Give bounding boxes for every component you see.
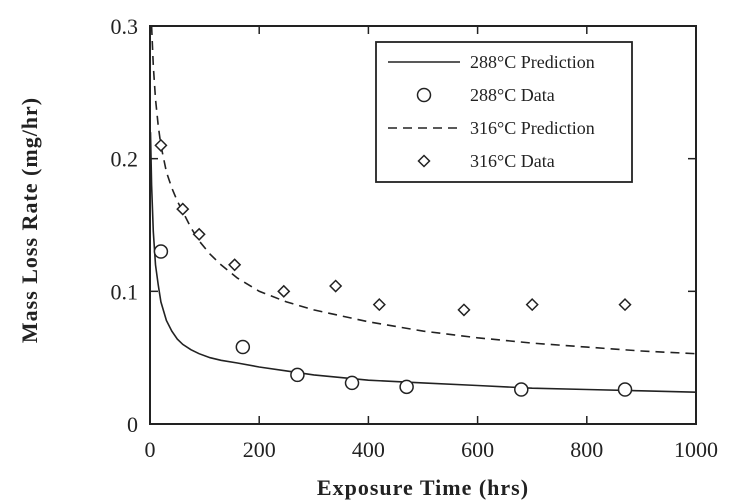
data-point bbox=[192, 227, 206, 241]
x-axis: 0 200 400 600 800 1000 bbox=[145, 26, 718, 462]
data-point bbox=[457, 303, 471, 317]
legend-entry: 288°C Data bbox=[416, 85, 555, 105]
series-2 bbox=[150, 25, 697, 355]
series-line bbox=[149, 132, 697, 393]
data-point bbox=[290, 367, 305, 383]
series-3 bbox=[154, 138, 632, 317]
legend-label: 316°C Prediction bbox=[470, 118, 595, 138]
series-0 bbox=[149, 132, 697, 393]
data-point bbox=[154, 138, 168, 152]
series-1 bbox=[153, 244, 633, 397]
x-tick-label: 1000 bbox=[674, 437, 718, 462]
data-point bbox=[228, 258, 242, 272]
series-layer bbox=[149, 25, 697, 397]
y-axis: 0 0.1 0.2 0.3 bbox=[111, 14, 696, 437]
data-point bbox=[617, 382, 633, 397]
y-tick-label: 0.1 bbox=[111, 279, 139, 304]
x-tick-label: 0 bbox=[145, 437, 156, 462]
legend-marker-swatch bbox=[416, 87, 432, 103]
legend: 288°C Prediction 288°C Data 316°C Predicti… bbox=[375, 41, 633, 183]
legend-entry: 316°C Prediction bbox=[388, 118, 595, 138]
legend-items: 288°C Prediction 288°C Data 316°C Predicti… bbox=[388, 52, 595, 171]
data-point bbox=[176, 202, 190, 216]
plot-frame bbox=[149, 25, 697, 425]
legend-label: 288°C Data bbox=[470, 85, 555, 105]
series-line bbox=[150, 25, 697, 355]
x-tick-label: 800 bbox=[570, 437, 603, 462]
data-point bbox=[399, 379, 414, 395]
data-point bbox=[235, 339, 251, 355]
data-point bbox=[618, 298, 632, 312]
x-tick-label: 400 bbox=[352, 437, 385, 462]
data-point bbox=[344, 375, 360, 391]
data-point bbox=[153, 244, 169, 259]
legend-label: 316°C Data bbox=[470, 151, 555, 171]
data-point bbox=[525, 298, 539, 312]
y-tick-label: 0 bbox=[127, 412, 138, 437]
legend-box bbox=[375, 41, 633, 183]
data-point bbox=[514, 382, 529, 397]
legend-label: 288°C Prediction bbox=[470, 52, 595, 72]
x-tick-label: 600 bbox=[461, 437, 494, 462]
data-point bbox=[329, 279, 343, 293]
legend-entry: 288°C Prediction bbox=[388, 52, 595, 72]
data-point bbox=[372, 298, 386, 312]
data-point bbox=[277, 284, 291, 298]
y-axis-label: Mass Loss Rate (mg/hr) bbox=[17, 97, 42, 343]
plot-area: 0 200 400 600 800 1000 0 0.1 0.2 0.3 bbox=[111, 14, 719, 462]
legend-marker-swatch bbox=[417, 154, 431, 168]
x-axis-label: Exposure Time (hrs) bbox=[317, 475, 529, 500]
y-tick-label: 0.2 bbox=[111, 147, 139, 172]
y-tick-label: 0.3 bbox=[111, 14, 139, 39]
x-tick-label: 200 bbox=[243, 437, 276, 462]
legend-entry: 316°C Data bbox=[417, 151, 555, 171]
